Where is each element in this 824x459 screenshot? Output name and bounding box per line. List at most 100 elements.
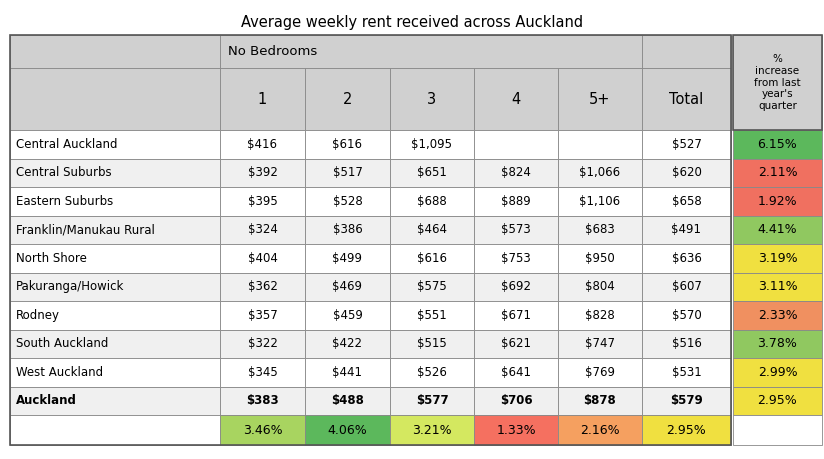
Bar	[642, 386, 731, 415]
Bar	[642, 244, 731, 273]
Text: $517: $517	[333, 166, 363, 179]
Bar	[642, 273, 731, 301]
Bar	[558, 68, 642, 130]
Bar	[305, 273, 390, 301]
Bar	[305, 330, 390, 358]
Text: 3: 3	[428, 91, 437, 106]
Bar	[305, 386, 390, 415]
Bar	[558, 215, 642, 244]
Bar	[10, 130, 220, 158]
Text: $404: $404	[247, 252, 278, 265]
Text: $641: $641	[501, 366, 531, 379]
Bar	[305, 215, 390, 244]
Text: $577: $577	[415, 394, 448, 407]
Text: $753: $753	[501, 252, 531, 265]
Bar	[558, 130, 642, 158]
Bar	[10, 68, 220, 130]
Text: $516: $516	[672, 337, 701, 350]
Text: 5+: 5+	[589, 91, 611, 106]
Bar	[390, 244, 474, 273]
Text: $688: $688	[417, 195, 447, 208]
Bar	[558, 358, 642, 386]
Text: 3.11%: 3.11%	[758, 280, 798, 293]
Text: Franklin/Manukau Rural: Franklin/Manukau Rural	[16, 223, 155, 236]
Text: $889: $889	[501, 195, 531, 208]
Bar	[474, 158, 558, 187]
Bar	[305, 158, 390, 187]
Text: $616: $616	[417, 252, 447, 265]
Text: 2.16%: 2.16%	[580, 424, 620, 437]
Bar	[642, 68, 731, 130]
Text: $651: $651	[417, 166, 447, 179]
Bar	[733, 130, 822, 158]
Bar	[10, 386, 220, 415]
Bar	[733, 158, 822, 187]
Text: $824: $824	[501, 166, 531, 179]
Text: $692: $692	[501, 280, 531, 293]
Text: $570: $570	[672, 309, 701, 322]
Text: Total: Total	[669, 91, 704, 106]
Bar	[558, 187, 642, 215]
Text: 1.33%: 1.33%	[496, 424, 536, 437]
Text: 3.19%: 3.19%	[758, 252, 798, 265]
Text: $551: $551	[417, 309, 447, 322]
Bar	[642, 330, 731, 358]
Text: $575: $575	[417, 280, 447, 293]
Text: 4.41%: 4.41%	[758, 223, 798, 236]
Text: $491: $491	[672, 223, 701, 236]
Text: $422: $422	[333, 337, 363, 350]
Text: $531: $531	[672, 366, 701, 379]
Text: $357: $357	[248, 309, 278, 322]
Bar	[220, 301, 305, 330]
Text: 4.06%: 4.06%	[328, 424, 368, 437]
Bar	[390, 215, 474, 244]
Bar	[558, 244, 642, 273]
Text: No Bedrooms: No Bedrooms	[228, 45, 317, 58]
Bar	[642, 415, 731, 445]
Bar	[474, 358, 558, 386]
Text: $658: $658	[672, 195, 701, 208]
Text: 3.78%: 3.78%	[757, 337, 798, 350]
Text: $459: $459	[333, 309, 363, 322]
Text: $671: $671	[501, 309, 531, 322]
Bar	[220, 215, 305, 244]
Bar	[390, 358, 474, 386]
Bar	[733, 415, 822, 445]
Bar	[10, 158, 220, 187]
Bar	[474, 244, 558, 273]
Text: $804: $804	[585, 280, 615, 293]
Text: $607: $607	[672, 280, 701, 293]
Bar	[558, 273, 642, 301]
Text: 6.15%: 6.15%	[757, 138, 798, 151]
Text: $1,066: $1,066	[579, 166, 620, 179]
Text: $386: $386	[333, 223, 363, 236]
Bar	[305, 244, 390, 273]
Bar	[733, 273, 822, 301]
Bar	[390, 187, 474, 215]
Bar	[220, 158, 305, 187]
Bar	[305, 358, 390, 386]
Text: 2.95%: 2.95%	[667, 424, 706, 437]
Bar	[220, 244, 305, 273]
Bar	[220, 35, 642, 68]
Bar	[733, 386, 822, 415]
Bar	[390, 68, 474, 130]
Text: $620: $620	[672, 166, 701, 179]
Text: 3.46%: 3.46%	[243, 424, 283, 437]
Bar	[474, 215, 558, 244]
Text: West Auckland: West Auckland	[16, 366, 103, 379]
Bar	[220, 358, 305, 386]
Text: $324: $324	[247, 223, 278, 236]
Text: 1: 1	[258, 91, 267, 106]
Text: Rodney: Rodney	[16, 309, 60, 322]
Bar	[305, 415, 390, 445]
Text: $469: $469	[333, 280, 363, 293]
Bar	[10, 273, 220, 301]
Bar	[474, 130, 558, 158]
Bar	[220, 187, 305, 215]
Bar	[474, 301, 558, 330]
Bar	[390, 130, 474, 158]
Bar	[558, 158, 642, 187]
Bar	[733, 330, 822, 358]
Text: $383: $383	[246, 394, 279, 407]
